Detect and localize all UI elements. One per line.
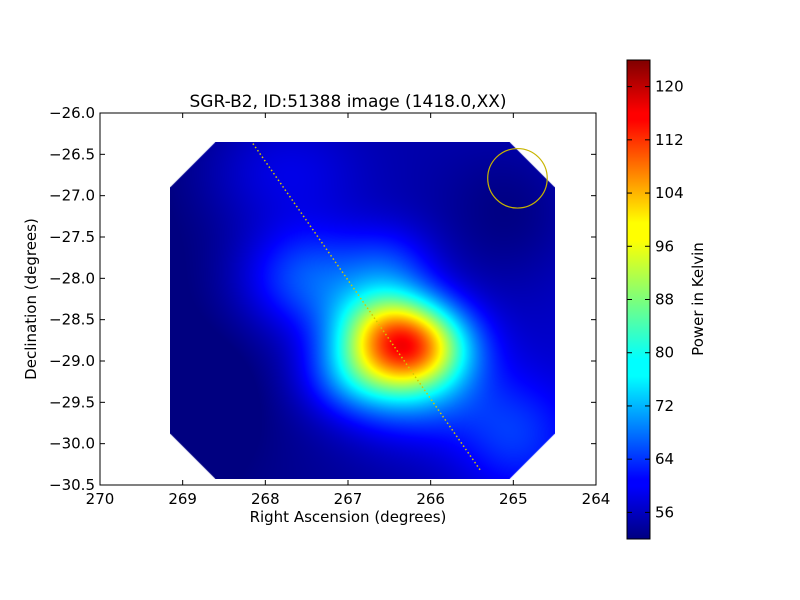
colorbar-tick-label: 104: [655, 184, 684, 202]
y-tick-label: −29.5: [49, 393, 95, 411]
y-tick-label: −26.0: [49, 104, 95, 122]
colorbar-tick-label: 72: [655, 397, 674, 415]
y-tick-label: −28.5: [49, 311, 95, 329]
heatmap-image: [170, 142, 555, 479]
x-tick-label: 269: [168, 490, 197, 508]
y-tick-label: −30.0: [49, 435, 95, 453]
colorbar-label: Power in Kelvin: [689, 242, 707, 356]
colorbar-tick-label: 96: [655, 237, 674, 255]
y-tick-label: −29.0: [49, 352, 95, 370]
x-axis-label: Right Ascension (degrees): [250, 508, 447, 526]
colorbar-tick-label: 120: [655, 78, 684, 96]
x-tick-label: 270: [86, 490, 115, 508]
colorbar-tick-label: 88: [655, 291, 674, 309]
x-tick-label: 266: [416, 490, 445, 508]
x-tick-label: 267: [334, 490, 363, 508]
colorbar-tick-label: 56: [655, 503, 674, 521]
x-tick-label: 265: [499, 490, 528, 508]
y-tick-label: −30.5: [49, 476, 95, 494]
y-tick-label: −28.0: [49, 269, 95, 287]
y-tick-label: −27.5: [49, 228, 95, 246]
y-tick-label: −27.0: [49, 187, 95, 205]
heatmap-area: [170, 142, 555, 479]
colorbar-tick-label: 80: [655, 344, 674, 362]
x-tick-label: 268: [251, 490, 280, 508]
x-tick-label: 264: [582, 490, 611, 508]
chart-title: SGR-B2, ID:51388 image (1418.0,XX): [189, 92, 506, 112]
beam-circle: [487, 147, 548, 209]
y-tick-label: −26.5: [49, 145, 95, 163]
colorbar-tick-label: 64: [655, 450, 674, 468]
colorbar-tick-label: 112: [655, 131, 684, 149]
y-axis-label: Declination (degrees): [22, 218, 40, 380]
